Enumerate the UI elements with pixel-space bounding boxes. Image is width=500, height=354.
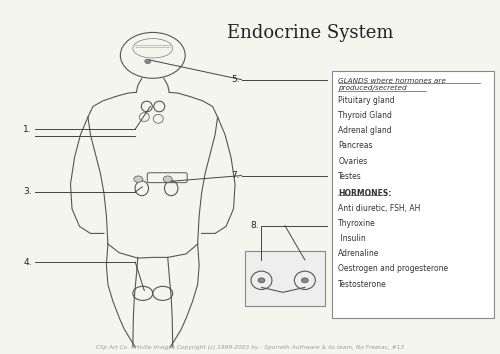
Text: 4.: 4. xyxy=(23,258,32,267)
Text: Ovaries: Ovaries xyxy=(338,156,368,166)
Text: Adrenal gland: Adrenal gland xyxy=(338,126,392,135)
Text: Pituitary gland: Pituitary gland xyxy=(338,96,395,105)
Text: HORMONES:: HORMONES: xyxy=(338,189,392,198)
Circle shape xyxy=(145,59,151,63)
Text: Testes: Testes xyxy=(338,172,362,181)
Text: Pancreas: Pancreas xyxy=(338,141,373,150)
Bar xyxy=(332,71,494,318)
Text: Testosterone: Testosterone xyxy=(338,280,387,289)
Text: Thyroxine: Thyroxine xyxy=(338,219,376,228)
Text: 8.: 8. xyxy=(250,221,258,230)
Text: Clip Art Co. Artville Images Copyright (c) 1999-2003 by - Sporreth Authware & it: Clip Art Co. Artville Images Copyright (… xyxy=(96,346,404,350)
Circle shape xyxy=(302,278,308,283)
Text: 7.: 7. xyxy=(232,171,240,180)
Text: GLANDS where hormones are: GLANDS where hormones are xyxy=(338,78,446,84)
Text: Anti diuretic, FSH, AH: Anti diuretic, FSH, AH xyxy=(338,204,420,213)
Text: 3.: 3. xyxy=(23,187,32,196)
Text: Thyroid Gland: Thyroid Gland xyxy=(338,111,392,120)
Text: produced/secreted: produced/secreted xyxy=(338,85,407,91)
Text: 5.: 5. xyxy=(232,75,240,84)
Text: Insulin: Insulin xyxy=(338,234,366,243)
Bar xyxy=(245,251,325,306)
Text: 1.: 1. xyxy=(23,125,32,133)
Circle shape xyxy=(163,176,172,182)
Circle shape xyxy=(258,278,265,283)
Circle shape xyxy=(134,176,143,182)
Text: Endocrine System: Endocrine System xyxy=(226,24,393,42)
Text: Oestrogen and progesterone: Oestrogen and progesterone xyxy=(338,264,448,273)
Text: Adrenaline: Adrenaline xyxy=(338,249,380,258)
